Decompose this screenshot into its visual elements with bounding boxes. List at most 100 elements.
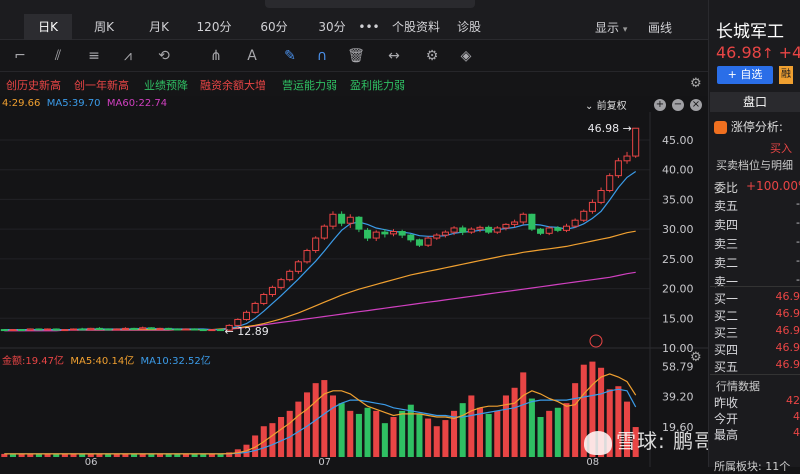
volume-bar — [131, 453, 138, 457]
candle — [632, 127, 640, 158]
candle — [260, 292, 268, 306]
crosshair-icon[interactable]: ⌐ — [14, 48, 26, 64]
volume-bar — [208, 453, 215, 457]
candle — [450, 226, 458, 236]
close-icon[interactable]: × — [690, 99, 702, 111]
tab-5[interactable]: 30分 — [318, 20, 346, 34]
tab-0[interactable]: 日K — [24, 14, 72, 40]
ma-legend: 4:29.66 MA5:39.70 MA60:22.74 — [2, 98, 167, 114]
ratio-value: +100.00% — [746, 179, 800, 193]
fib-fan-icon[interactable]: ⫽ — [54, 48, 62, 64]
volume-bar — [226, 452, 233, 457]
limit-up-row[interactable]: 涨停分析: — [714, 118, 783, 135]
quotes-value-2: 4 — [793, 426, 800, 439]
candle — [571, 218, 579, 228]
signal-tag-2[interactable]: 业绩预降 — [144, 79, 188, 92]
kline-chart[interactable]: 45.00 40.00 35.00 30.00 25.00 20.00 15.00 10.00… — [0, 112, 708, 467]
volume-bar — [528, 398, 535, 457]
asks-value-0: - — [796, 197, 800, 210]
volume-bar — [416, 413, 423, 457]
magnet-icon[interactable]: ∩ — [316, 48, 328, 64]
measure-icon[interactable]: ↔ — [388, 48, 400, 64]
panel-tab[interactable]: 盘口 — [710, 92, 800, 112]
order-book-title: 买卖档位与明细 — [716, 159, 793, 172]
signal-tag-1[interactable]: 创一年新高 — [74, 79, 129, 92]
volume-bar — [407, 404, 414, 457]
asks-value-1: - — [796, 216, 800, 229]
tab-8[interactable]: 诊股 — [456, 20, 481, 34]
volume-bar — [589, 361, 596, 457]
volume-settings-icon[interactable]: ⚙ — [690, 350, 702, 365]
candle — [372, 230, 380, 242]
add-watchlist-label: + 自选 — [727, 68, 763, 81]
pitchfork-icon[interactable]: ⋔ — [210, 48, 222, 64]
volume-bar — [87, 453, 94, 457]
candle — [554, 226, 562, 233]
settings-icon[interactable]: ⚙ — [425, 48, 439, 64]
bids-label-2: 买三 — [714, 326, 739, 340]
candle — [147, 327, 155, 330]
signal-tag-5[interactable]: 盈利能力弱 — [350, 79, 405, 92]
candle — [588, 199, 596, 214]
volume-bar — [537, 417, 544, 457]
candle — [614, 157, 622, 179]
layers-icon[interactable]: ◈ — [460, 48, 472, 64]
cycle-icon[interactable]: ⟲ — [158, 48, 170, 64]
text-icon[interactable]: A — [247, 48, 257, 64]
volume-bar — [546, 410, 553, 457]
tab-6[interactable]: ••• — [358, 20, 380, 34]
asks-value-4: - — [796, 273, 800, 286]
flame-icon — [714, 121, 727, 134]
brush-icon[interactable]: ✎ — [284, 48, 296, 64]
wave-icon[interactable]: ⩘ — [124, 48, 132, 64]
ma60-value: MA60:22.74 — [106, 98, 168, 109]
signal-tag-0[interactable]: 创历史新高 — [6, 79, 61, 92]
settings-icon[interactable]: ⚙ — [690, 76, 702, 91]
sector-label[interactable]: 所属板块: 11个 — [714, 460, 791, 473]
volume-bar — [27, 453, 34, 457]
candle — [9, 328, 17, 332]
candle — [398, 229, 406, 239]
stock-change: +4. — [778, 43, 800, 62]
candle — [251, 301, 259, 314]
tab-1[interactable]: 周K — [94, 20, 114, 34]
volume-bar — [286, 410, 293, 457]
volume-bar — [182, 453, 189, 457]
candle — [208, 328, 216, 332]
tab-7[interactable]: 个股资料 — [391, 20, 440, 34]
candle — [61, 328, 69, 332]
volume-axis-label: 19.60 — [662, 421, 694, 434]
display-menu[interactable]: 显示 ▾ — [595, 19, 627, 36]
add-watchlist-button[interactable]: + 自选 — [717, 66, 773, 84]
tab-4[interactable]: 60分 — [260, 20, 288, 34]
trash-icon[interactable]: 🗑 — [347, 48, 365, 64]
candle — [268, 285, 276, 297]
fib-lines-icon[interactable]: ≡ — [88, 48, 100, 64]
asks-label-2: 卖三 — [714, 237, 739, 251]
volume-bar — [373, 410, 380, 457]
volume-bar — [113, 453, 120, 457]
draw-line-button[interactable]: 画线 — [648, 21, 673, 35]
drawing-toolbar — [0, 40, 708, 72]
signal-tag-4[interactable]: 营运能力弱 — [282, 79, 337, 92]
search-bar-fragment[interactable] — [265, 0, 475, 8]
adjust-menu[interactable]: ⌄ 前复权 — [585, 97, 627, 112]
plus-icon[interactable]: + — [654, 99, 666, 111]
volume-bar — [338, 403, 345, 457]
minus-icon[interactable]: − — [672, 99, 684, 111]
candle — [511, 219, 519, 228]
volume-axis-label: 58.79 — [662, 361, 694, 374]
tab-3[interactable]: 120分 — [196, 20, 232, 34]
candle — [191, 328, 199, 331]
signal-tag-3[interactable]: 融资余额大增 — [200, 79, 266, 92]
volume-bar — [35, 453, 42, 457]
volume-bar — [156, 453, 164, 457]
candle — [320, 224, 328, 240]
candle — [415, 238, 423, 247]
volume-legend: 金额:19.47亿 MA5:40.14亿 MA10:32.52亿 — [2, 352, 211, 367]
candle — [242, 310, 251, 321]
margin-label: 融 — [781, 69, 791, 80]
candle — [78, 327, 86, 331]
tab-2[interactable]: 月K — [149, 20, 169, 34]
margin-badge: 融 — [779, 66, 793, 84]
